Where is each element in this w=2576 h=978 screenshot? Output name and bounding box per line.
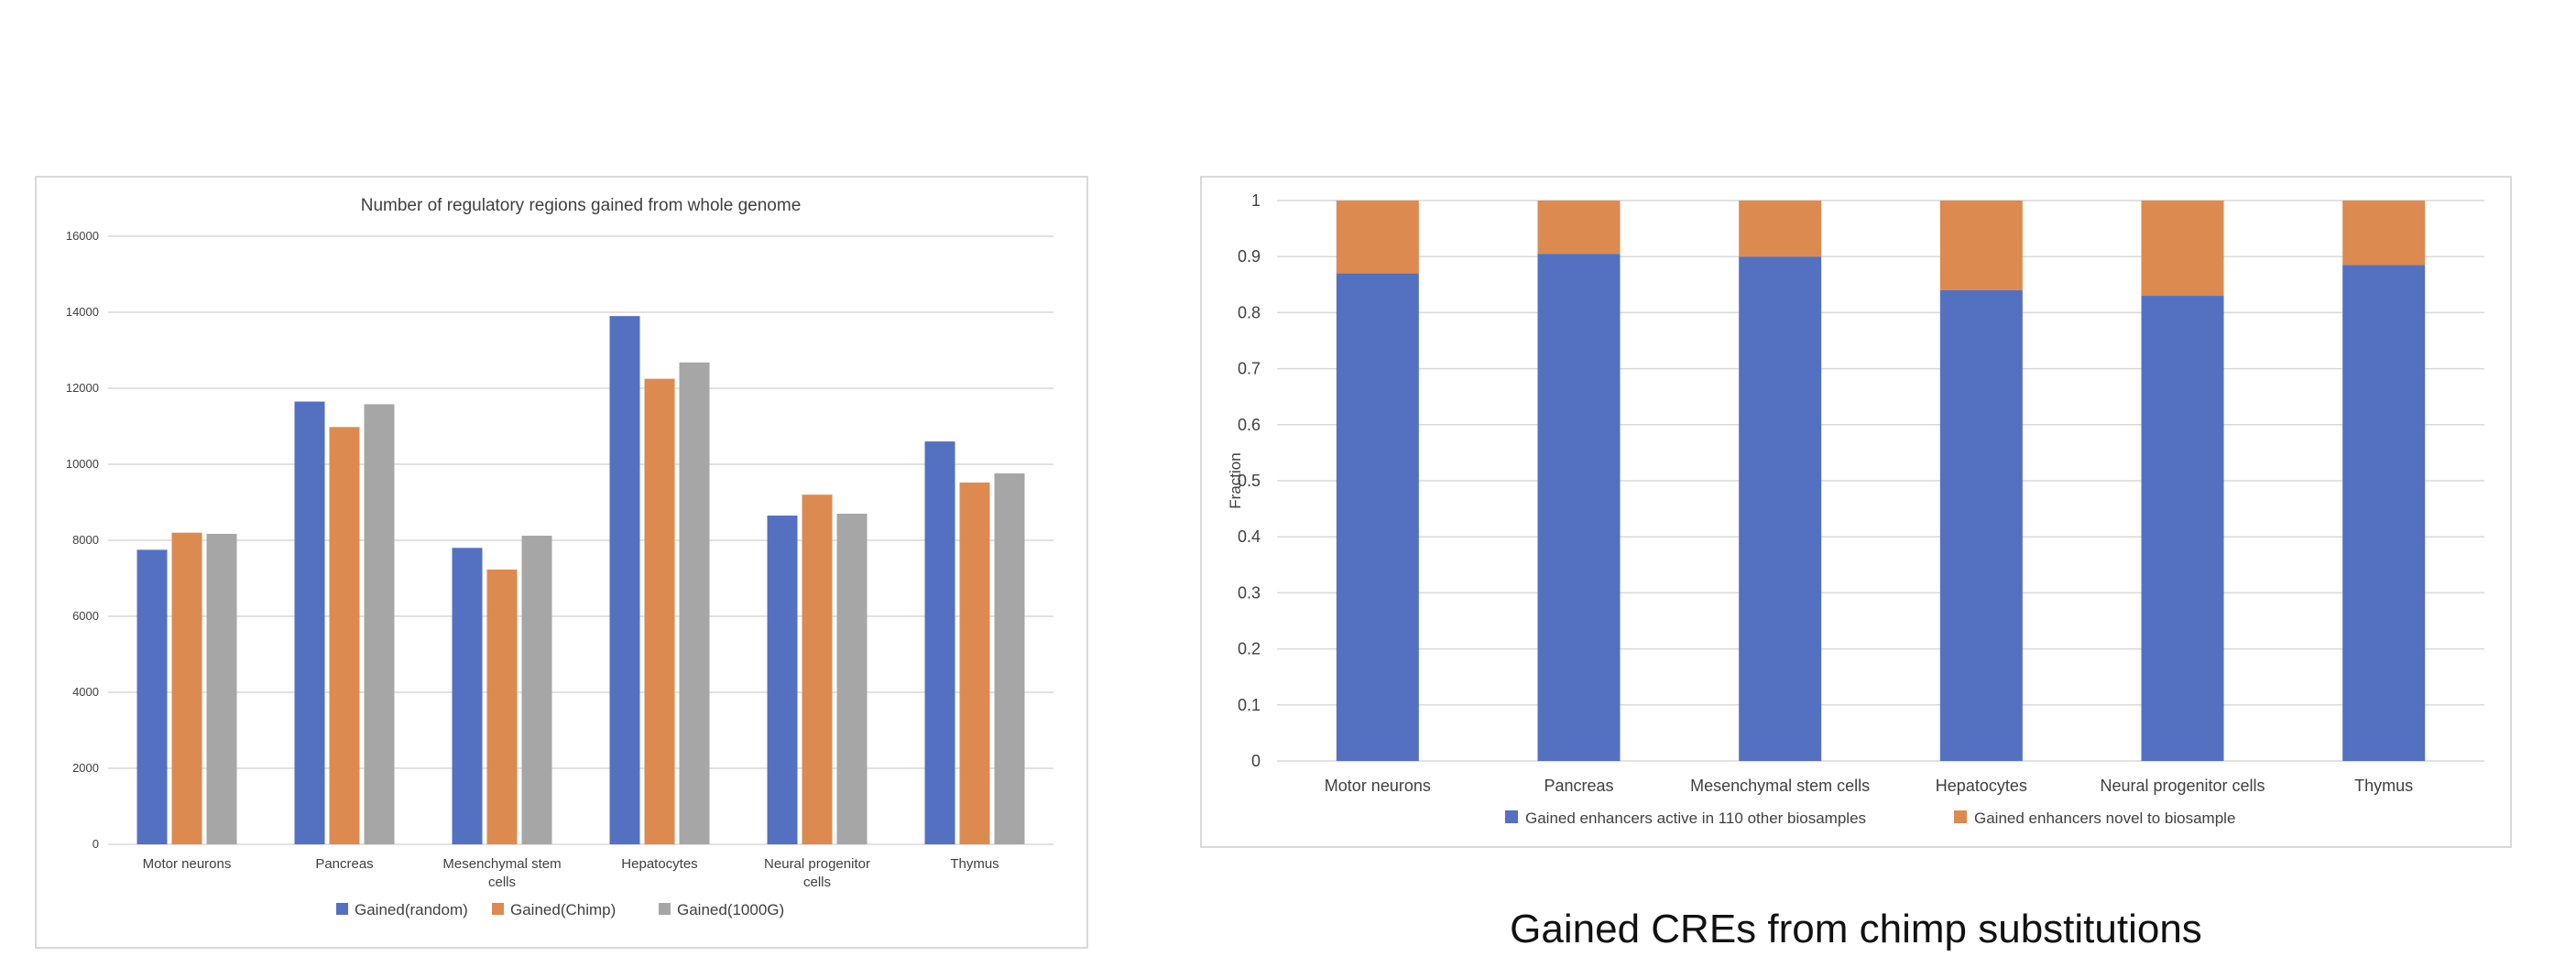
bar-gained-1000g-pancreas: [364, 404, 395, 844]
x-tick-label: Mesenchymal stem cells: [442, 856, 561, 890]
legend-label: Gained enhancers novel to biosample: [1974, 810, 2235, 827]
x-tick-label: Thymus: [950, 856, 999, 872]
legend-swatch-gained-enhancers-active-in-110-other-biosamples: [1505, 810, 1518, 823]
grouped-bar-chart-panel: Number of regulatory regions gained from…: [35, 176, 1088, 949]
bar-gained-random-pancreas: [294, 401, 325, 844]
legend-swatch-gained-chimp: [492, 903, 504, 915]
bar-gained-enhancers-active-in-110-other-biosamples-motor-neurons: [1336, 273, 1419, 761]
bar-gained-chimp-mesenchymal-stem-cells: [486, 569, 518, 844]
x-tick-label: Thymus: [2354, 777, 2413, 795]
bar-gained-chimp-hepatocytes: [644, 378, 675, 844]
y-tick-label: 14000: [66, 305, 99, 319]
y-tick-label: 0.5: [1238, 472, 1261, 490]
grouped-bar-chart: Number of regulatory regions gained from…: [66, 196, 1053, 918]
bar-gained-chimp-pancreas: [329, 427, 360, 844]
y-tick-label: 4000: [72, 685, 99, 699]
legend-label: Gained(Chimp): [510, 901, 616, 918]
bar-gained-chimp-motor-neurons: [171, 532, 202, 844]
bar-gained-random-hepatocytes: [609, 316, 640, 844]
bar-gained-chimp-thymus: [959, 482, 990, 844]
y-tick-label: 0.6: [1238, 416, 1261, 434]
y-tick-label: 0.7: [1238, 360, 1261, 378]
bar-gained-random-thymus: [924, 441, 955, 844]
bar-gained-random-mesenchymal-stem-cells: [452, 548, 483, 844]
bar-gained-enhancers-active-in-110-other-biosamples-hepatocytes: [1939, 289, 2023, 761]
y-tick-label: 0.9: [1238, 247, 1261, 266]
legend-swatch-gained-enhancers-novel-to-biosample: [1954, 810, 1967, 823]
bar-gained-1000g-motor-neurons: [206, 533, 237, 844]
bar-gained-1000g-thymus: [994, 473, 1025, 844]
bar-gained-enhancers-novel-to-biosample-neural-progenitor-cells: [2141, 201, 2224, 297]
y-tick-label: 0.2: [1238, 640, 1261, 658]
bar-gained-enhancers-active-in-110-other-biosamples-pancreas: [1537, 254, 1621, 761]
y-tick-label: 0.1: [1238, 696, 1261, 714]
bar-gained-enhancers-novel-to-biosample-hepatocytes: [1939, 201, 2023, 290]
bar-gained-enhancers-novel-to-biosample-mesenchymal-stem-cells: [1739, 201, 1822, 257]
legend-label: Gained(random): [355, 901, 468, 918]
bar-gained-enhancers-novel-to-biosample-motor-neurons: [1336, 201, 1419, 274]
x-tick-label: Motor neurons: [1325, 777, 1431, 795]
bar-gained-1000g-neural-progenitor-cells: [836, 513, 868, 844]
x-tick-label: Neural progenitor cells: [2100, 777, 2265, 795]
y-tick-label: 16000: [66, 229, 99, 243]
x-tick-label: Hepatocytes: [1936, 777, 2027, 795]
bar-gained-enhancers-active-in-110-other-biosamples-neural-progenitor-cells: [2141, 296, 2224, 761]
x-tick-label: Mesenchymal stem cells: [1690, 777, 1870, 795]
bar-gained-chimp-neural-progenitor-cells: [802, 494, 833, 844]
stacked-bar-chart-panel: 0 0.1 0.2 0.3 0.4 0.5 0.6 0.7 0.8 0.9 1 Fraction Mot…: [1200, 176, 2512, 848]
y-tick-label: 6000: [72, 609, 99, 623]
y-tick-label: 0: [1251, 752, 1261, 770]
bar-gained-enhancers-active-in-110-other-biosamples-thymus: [2342, 265, 2426, 761]
y-tick-label: 0.3: [1238, 583, 1261, 602]
legend-label: Gained enhancers active in 110 other bio…: [1525, 810, 1866, 827]
bar-gained-random-motor-neurons: [136, 549, 168, 844]
y-tick-label: 8000: [72, 533, 99, 547]
y-tick-label: 2000: [72, 761, 99, 775]
x-tick-label: Pancreas: [1544, 777, 1613, 795]
bar-gained-enhancers-active-in-110-other-biosamples-mesenchymal-stem-cells: [1739, 256, 1822, 761]
chart-title: Number of regulatory regions gained from…: [361, 196, 802, 215]
legend-label: Gained(1000G): [677, 901, 784, 918]
legend-swatch-gained-random: [336, 903, 348, 915]
x-tick-label: Pancreas: [315, 856, 373, 872]
bar-gained-1000g-mesenchymal-stem-cells: [521, 536, 552, 844]
bar-gained-1000g-hepatocytes: [679, 362, 710, 844]
y-tick-label: 10000: [66, 457, 99, 471]
legend-swatch-gained-1000g: [659, 903, 671, 915]
y-tick-label: 0.8: [1238, 303, 1261, 321]
y-tick-label: 1: [1251, 191, 1261, 210]
x-tick-label: Motor neurons: [143, 856, 232, 872]
bar-gained-enhancers-novel-to-biosample-thymus: [2342, 201, 2426, 266]
x-tick-label: Neural progenitor cells: [764, 856, 870, 890]
y-tick-label: 12000: [66, 381, 99, 395]
y-axis-label: Fraction: [1227, 452, 1244, 508]
bar-gained-enhancers-novel-to-biosample-pancreas: [1537, 201, 1621, 255]
figure-caption: Gained CREs from chimp substitutions: [1510, 907, 2202, 951]
stacked-bar-chart: 0 0.1 0.2 0.3 0.4 0.5 0.6 0.7 0.8 0.9 1 Fraction Mot…: [1227, 191, 2484, 827]
x-tick-label: Hepatocytes: [621, 856, 697, 872]
y-tick-label: 0: [93, 837, 99, 851]
bar-gained-random-neural-progenitor-cells: [767, 516, 798, 844]
y-tick-label: 0.4: [1238, 527, 1261, 546]
